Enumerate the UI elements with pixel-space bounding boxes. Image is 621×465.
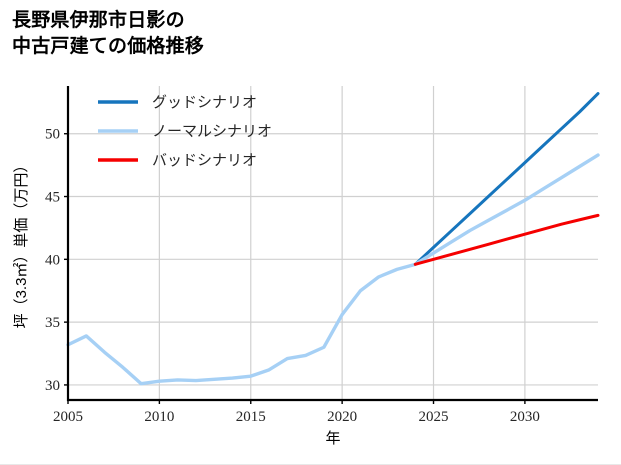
legend-label-3: バッドシナリオ [152,153,257,169]
series-line-1 [413,92,600,266]
y-tick-label: 50 [45,127,60,143]
series-line-2 [66,153,600,386]
legend-label-2: ノーマルシナリオ [152,124,272,140]
axis-spines [66,86,598,402]
x-tick-label: 2005 [53,409,83,425]
chart-title: 長野県伊那市日影の 中古戸建ての価格推移 [12,10,205,57]
y-axis-title: 坪（3.3㎡）単価（万円） [13,158,30,329]
x-axis-title: 年 [325,430,340,447]
y-tick-label: 30 [45,378,60,394]
legend-label-1: グッドシナリオ [152,94,257,111]
x-tick-label: 2010 [144,409,174,425]
y-tick-label: 35 [45,315,60,331]
x-tick-label: 2025 [419,409,449,425]
x-tick-label: 2030 [510,409,540,425]
y-tick-label: 45 [45,190,60,206]
y-tick-label: 40 [45,252,60,268]
x-tick-label: 2015 [236,409,266,425]
x-tick-label: 2020 [327,409,357,425]
series-line-3 [413,213,600,266]
